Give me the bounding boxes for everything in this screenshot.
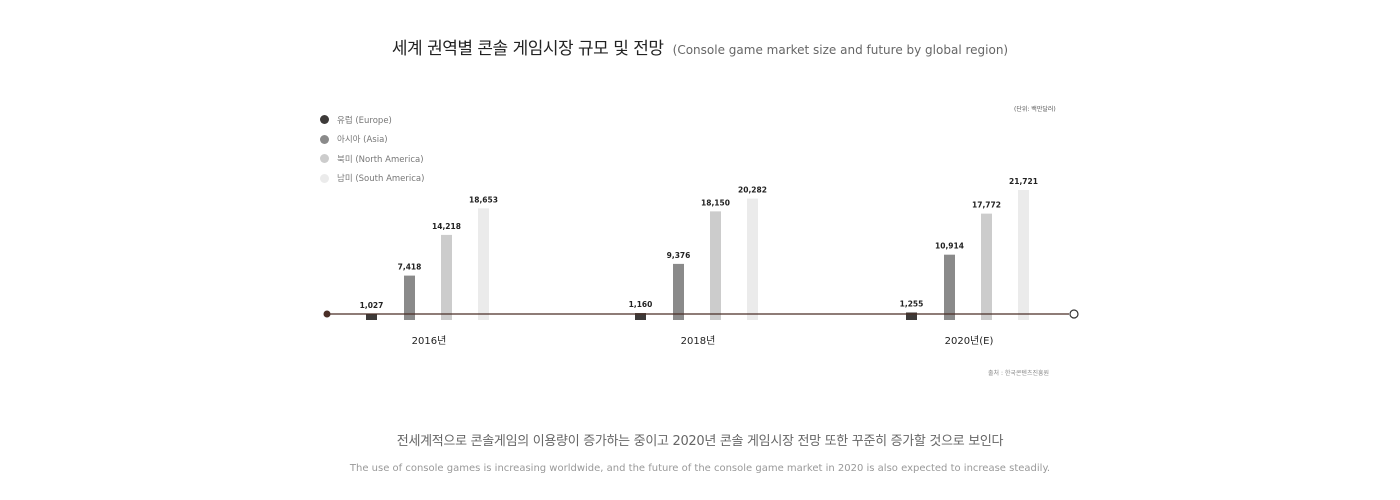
bar-north-america-2: [710, 211, 721, 320]
value-label-north-america-3: 17,772: [972, 201, 1001, 210]
summary-korean: 전세계적으로 콘솔게임의 이용량이 증가하는 중이고 2020년 콘솔 게임시장…: [396, 434, 1004, 449]
legend-item-south-america: 남미 (South America): [320, 169, 424, 189]
legend-item-europe: 유럽 (Europe): [320, 110, 424, 130]
value-label-north-america-1: 14,218: [432, 222, 461, 231]
value-label-south-america-3: 21,721: [1009, 177, 1038, 186]
chart-title-english: (Console game market size and future by …: [672, 43, 1009, 57]
value-label-asia-3: 10,914: [935, 242, 964, 251]
value-label-north-america-2: 18,150: [701, 198, 730, 207]
value-label-south-america-1: 18,653: [469, 195, 498, 204]
bar-north-america-3: [981, 213, 992, 320]
legend-swatch-south-america: [320, 173, 329, 183]
bar-south-america-3: [1018, 190, 1029, 320]
bar-south-america-1: [478, 208, 489, 320]
legend-label-europe: 유럽 (Europe): [337, 115, 392, 126]
value-label-europe-1: 1,027: [360, 301, 384, 310]
unit-label: (단위: 백만달러): [1014, 106, 1056, 113]
chart-legend: 유럽 (Europe) 아시아 (Asia) 북미 (North America…: [320, 110, 424, 188]
chart-title: 세계 권역별 콘솔 게임시장 규모 및 전망 (Console game mar…: [0, 34, 1400, 59]
legend-swatch-north-america: [320, 154, 329, 164]
legend-swatch-europe: [320, 115, 329, 125]
bar-south-america-2: [747, 198, 758, 320]
value-label-asia-1: 7,418: [398, 263, 422, 272]
bar-europe-2: [635, 313, 646, 320]
axis-end-circle: [1069, 309, 1079, 319]
bar-asia-2: [673, 263, 684, 320]
value-label-asia-2: 9,376: [667, 251, 691, 260]
axis-start-dot: [323, 310, 331, 318]
category-label-1: 2016년: [412, 335, 447, 347]
legend-item-north-america: 북미 (North America): [320, 149, 424, 169]
legend-label-north-america: 북미 (North America): [337, 154, 424, 165]
category-label-2: 2018년: [681, 335, 716, 347]
bar-asia-1: [404, 275, 415, 320]
bar-asia-3: [944, 254, 955, 320]
bar-north-america-1: [441, 234, 452, 320]
legend-label-south-america: 남미 (South America): [337, 174, 425, 185]
value-label-europe-2: 1,160: [629, 300, 653, 309]
category-label-3: 2020년(E): [945, 335, 994, 347]
bar-europe-3: [906, 312, 917, 320]
value-label-europe-3: 1,255: [900, 299, 924, 308]
legend-item-asia: 아시아 (Asia): [320, 130, 424, 150]
bar-europe-1: [366, 313, 377, 320]
summary-english: The use of console games is increasing w…: [349, 463, 1051, 474]
chart-title-korean: 세계 권역별 콘솔 게임시장 규모 및 전망: [391, 39, 664, 59]
legend-label-asia: 아시아 (Asia): [337, 135, 388, 146]
value-label-south-america-2: 20,282: [738, 186, 767, 195]
source-label: 출처 : 한국콘텐츠진흥원: [988, 370, 1050, 377]
legend-swatch-asia: [320, 134, 329, 144]
